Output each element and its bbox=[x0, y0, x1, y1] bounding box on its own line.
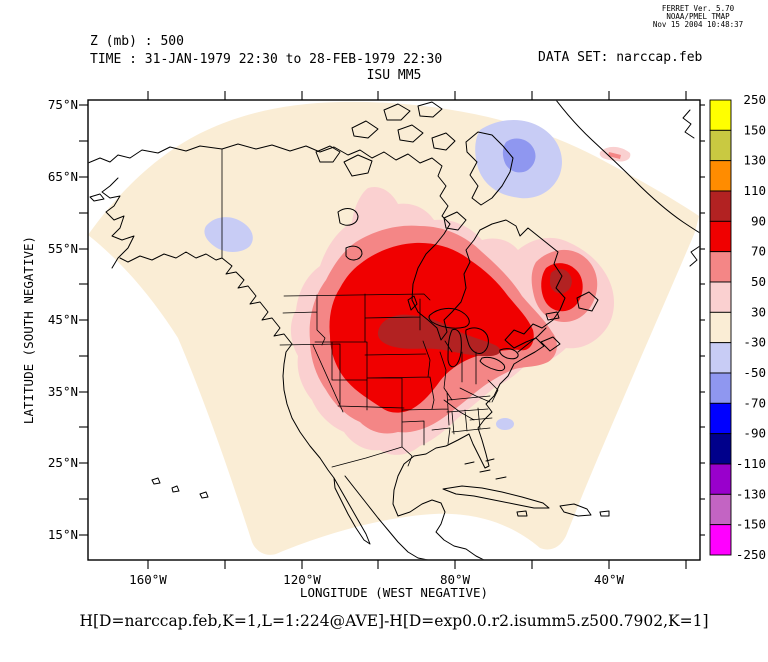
colorbar-label: -50 bbox=[743, 365, 766, 380]
colorbar-label: -110 bbox=[736, 456, 766, 471]
x-tick-label: 80°W bbox=[440, 572, 471, 587]
colorbar-cell bbox=[709, 311, 732, 344]
colorbar-label: -90 bbox=[743, 426, 766, 441]
colorbar-cell bbox=[709, 190, 732, 222]
model-label: ISU MM5 bbox=[367, 68, 422, 83]
colorbar-label: 30 bbox=[751, 304, 766, 319]
y-tick-label: 65°N bbox=[48, 169, 78, 184]
lake-ontario bbox=[499, 348, 519, 360]
arctic-islands bbox=[315, 101, 514, 231]
colorbar-label: -70 bbox=[743, 395, 766, 410]
caribbean-islands bbox=[442, 458, 610, 517]
anomaly-negative-alaska bbox=[204, 217, 253, 252]
y-tick-label: 55°N bbox=[48, 241, 78, 256]
colorbar-label: 70 bbox=[751, 244, 766, 259]
anomaly-nf-90-core bbox=[550, 269, 572, 294]
colorbar-cell bbox=[709, 463, 732, 495]
map-layers bbox=[88, 100, 700, 560]
variable-title: Z (mb) : 500 bbox=[90, 34, 184, 49]
anomaly-greenland-salmon bbox=[608, 152, 621, 159]
time-range-title: TIME : 31-JAN-1979 22:30 to 28-FEB-1979 … bbox=[90, 52, 442, 67]
lake-erie bbox=[479, 356, 506, 372]
ferret-version-text: FERRET Ver. 5.70 bbox=[662, 4, 735, 13]
colorbar-label: 50 bbox=[751, 274, 766, 289]
x-axis-title: LONGITUDE (WEST NEGATIVE) bbox=[300, 585, 488, 600]
greenland-coast bbox=[555, 100, 700, 267]
dataset-label: DATA SET: narccap.feb bbox=[538, 50, 703, 65]
small-islands bbox=[89, 193, 209, 499]
colorbar-cell bbox=[709, 281, 732, 313]
footer-expression: H[D=narccap.feb,K=1,L=1:224@AVE]-H[D=exp… bbox=[79, 612, 708, 630]
colorbar-cell bbox=[709, 402, 732, 435]
colorbar-label: -30 bbox=[743, 335, 766, 350]
colorbar-cell bbox=[709, 433, 732, 465]
lake-huron bbox=[465, 327, 489, 354]
colorbar-label: -150 bbox=[736, 517, 766, 532]
st-lawrence-river bbox=[517, 327, 547, 353]
colorbar-cell bbox=[709, 99, 732, 131]
ferret-date-text: Nov 15 2004 10:48:37 bbox=[653, 20, 743, 29]
colorbar-label: 90 bbox=[751, 213, 766, 228]
coastline-pacific bbox=[101, 177, 335, 479]
axis-ticks: 160°W 120°W 80°W 40°W 75°N 65°N 55°N 45°N 35°N 25… bbox=[48, 91, 705, 587]
colorbar-cell bbox=[709, 493, 732, 526]
colorbar-label: -250 bbox=[736, 547, 766, 562]
border-us-canada bbox=[283, 293, 431, 301]
anomaly-negative-southeast-dot bbox=[496, 418, 514, 430]
colorbar-cell bbox=[709, 524, 732, 556]
ferret-org-text: NOAA/PMEL TMAP bbox=[666, 12, 730, 21]
colorbar-cell bbox=[709, 160, 732, 192]
y-tick-label: 15°N bbox=[48, 527, 78, 542]
lake-michigan bbox=[447, 328, 462, 368]
y-axis-title: LATITUDE (SOUTH NEGATIVE) bbox=[21, 236, 36, 424]
colorbar-cell bbox=[709, 342, 732, 374]
canadian-lakes bbox=[337, 208, 418, 311]
colorbar: 250 150 130 110 90 70 50 30 -30 -50 -70 -90 -110 -130… bbox=[709, 92, 766, 562]
colorbar-cell bbox=[709, 220, 732, 253]
x-tick-label: 120°W bbox=[283, 572, 321, 587]
colorbar-label: 250 bbox=[743, 92, 766, 107]
colorbar-label: -130 bbox=[736, 486, 766, 501]
plot-border bbox=[87, 99, 701, 561]
coastline-arctic-east-gulf bbox=[88, 143, 566, 560]
anomaly-negative-baffin-core bbox=[502, 138, 536, 173]
lake-superior bbox=[428, 307, 470, 329]
y-tick-label: 25°N bbox=[48, 455, 78, 470]
colorbar-cell bbox=[709, 129, 732, 162]
coastline-baja bbox=[333, 477, 371, 545]
y-tick-label: 75°N bbox=[48, 97, 78, 112]
coastline-mexico-west bbox=[344, 475, 428, 560]
x-tick-label: 40°W bbox=[594, 572, 625, 587]
x-tick-label: 160°W bbox=[129, 572, 167, 587]
us-state-lines bbox=[279, 293, 499, 448]
atlantic-islands bbox=[540, 291, 599, 352]
y-tick-label: 35°N bbox=[48, 384, 78, 399]
colorbar-label: 150 bbox=[743, 122, 766, 137]
colorbar-label: 130 bbox=[743, 153, 766, 168]
y-tick-label: 45°N bbox=[48, 312, 78, 327]
colorbar-cell bbox=[709, 251, 732, 283]
colorbar-label: 110 bbox=[743, 183, 766, 198]
colorbar-cell bbox=[709, 372, 732, 404]
